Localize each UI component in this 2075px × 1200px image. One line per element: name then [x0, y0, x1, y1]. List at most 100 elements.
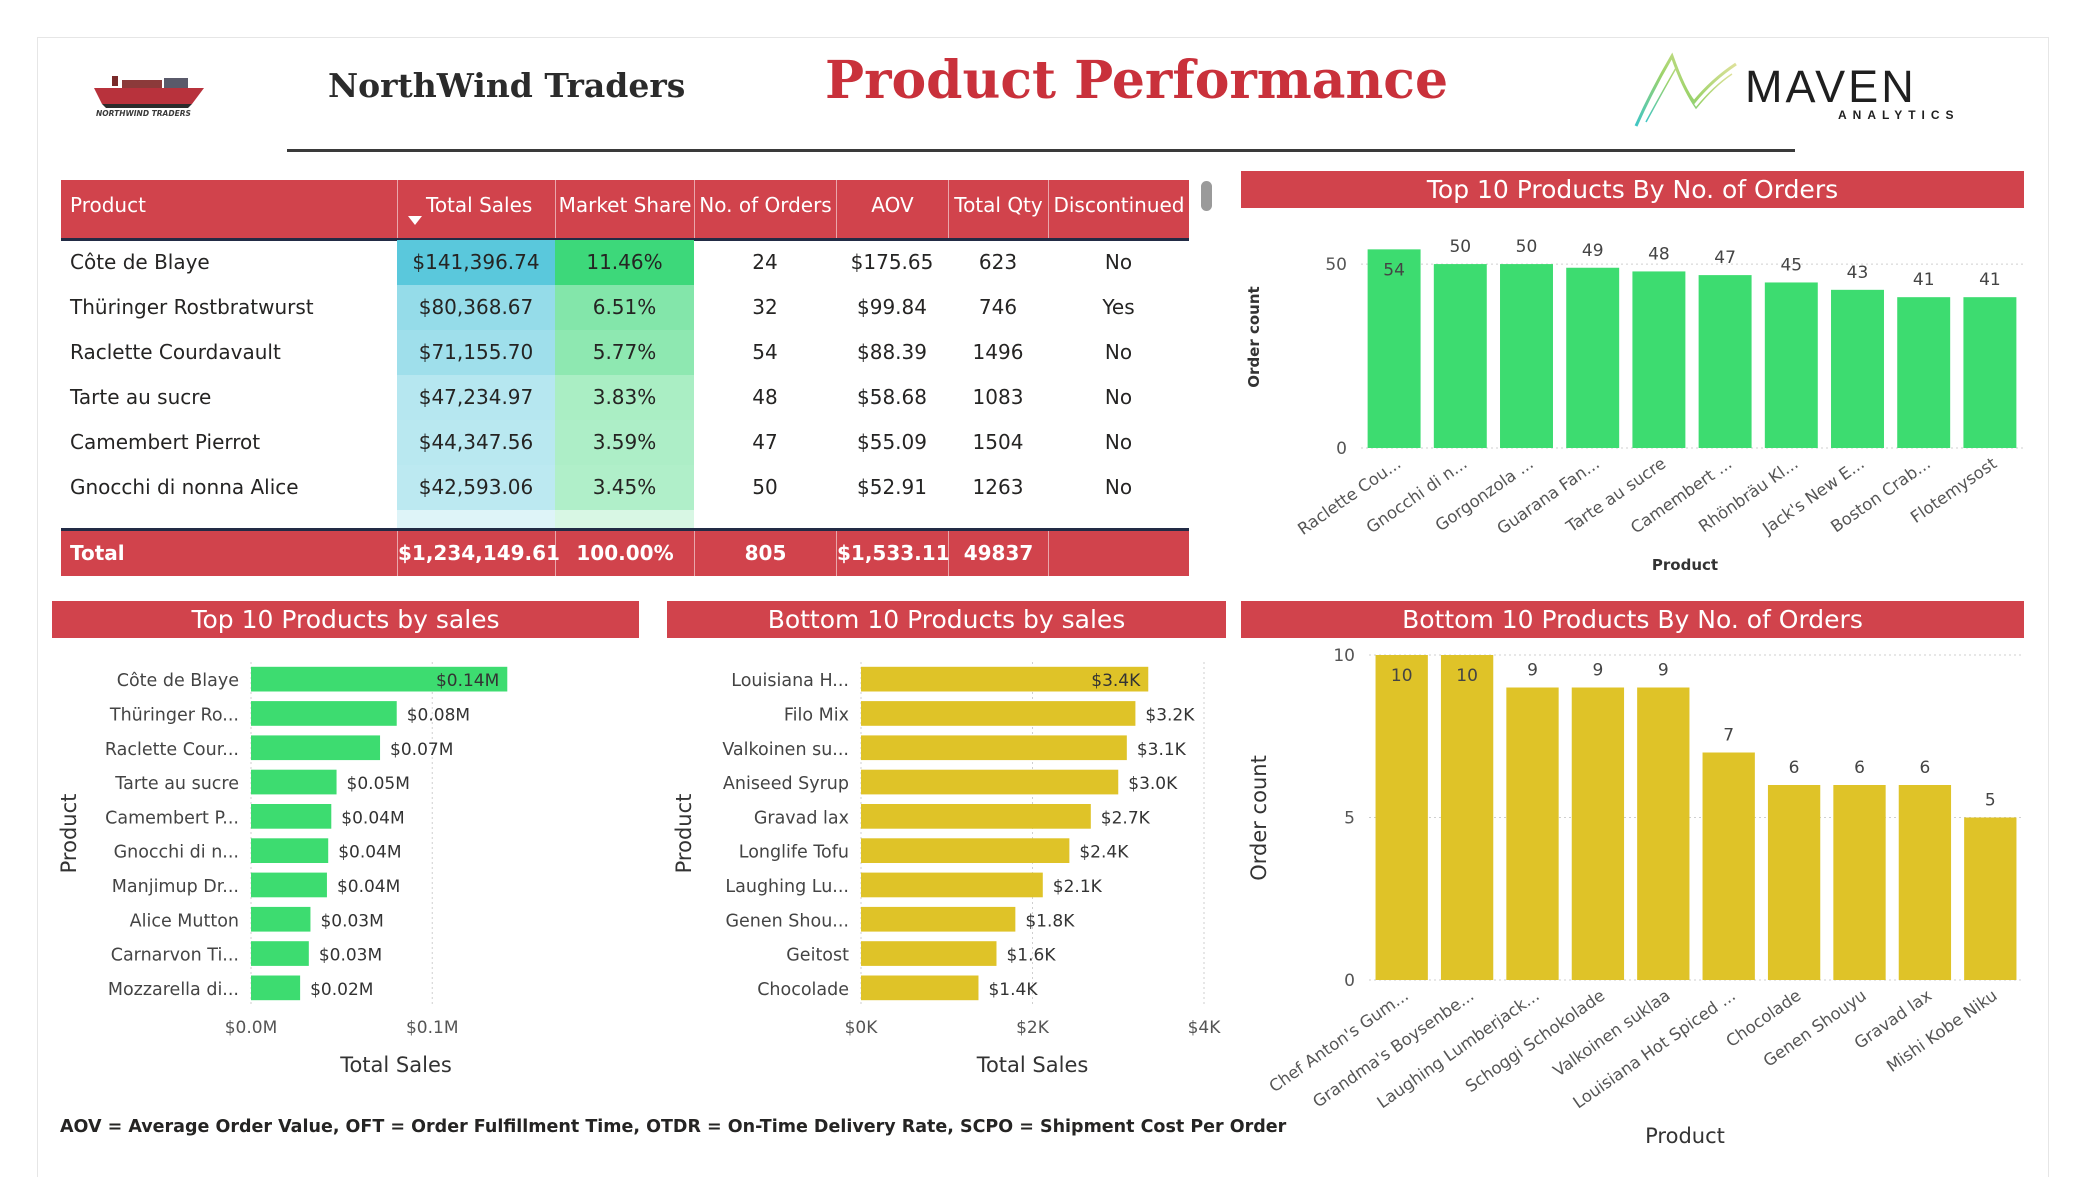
- y-axis-title: Order count: [1247, 755, 1271, 881]
- sort-descending-icon[interactable]: [408, 216, 422, 226]
- x-tick-label: $0K: [845, 1018, 879, 1038]
- aov-cell: $55.09: [857, 430, 927, 454]
- table-row[interactable]: Camembert Pierrot $44,347.56 3.59% 47 $55.09…: [61, 420, 1189, 465]
- bar[interactable]: [1440, 655, 1494, 980]
- bar[interactable]: [1367, 249, 1421, 448]
- bar[interactable]: [251, 769, 337, 795]
- data-label: 9: [1527, 661, 1538, 681]
- bottom10-sales-chart: $0K $2K $4K $3.4K Louisiana H... $3.2K Filo Mi…: [672, 662, 1222, 1077]
- column-header-total-qty[interactable]: Total Qty: [948, 180, 1048, 238]
- bar[interactable]: [1963, 297, 2017, 448]
- column-header-aov[interactable]: AOV: [836, 180, 948, 238]
- bar[interactable]: [251, 701, 397, 726]
- market-share-cell: 11.46%: [555, 240, 694, 285]
- brand-name: NorthWind Traders: [328, 66, 686, 105]
- table-row[interactable]: Côte de Blaye $141,396.74 11.46% 24 $175.65 6…: [61, 240, 1189, 285]
- column-header-discontinued[interactable]: Discontinued: [1048, 180, 1189, 238]
- bar[interactable]: [1833, 785, 1886, 980]
- bar[interactable]: [861, 838, 1070, 863]
- aov-cell: $175.65: [850, 250, 934, 274]
- bar[interactable]: [861, 769, 1119, 795]
- x-tick-label: $4K: [1188, 1018, 1222, 1038]
- column-header-total-sales[interactable]: Total Sales: [397, 180, 555, 238]
- column-header-product[interactable]: Product: [70, 193, 146, 217]
- market-share-cell: 3.59%: [555, 420, 694, 465]
- bar[interactable]: [861, 735, 1127, 761]
- data-label: $0.08M: [407, 705, 470, 725]
- bar[interactable]: [251, 872, 327, 898]
- bar[interactable]: [251, 941, 309, 966]
- bar[interactable]: [251, 838, 329, 863]
- table-row[interactable]: Thüringer Rostbratwurst $80,368.67 6.51% 32…: [61, 285, 1189, 330]
- bar[interactable]: [1500, 264, 1553, 448]
- bar[interactable]: [861, 804, 1091, 829]
- product-cell: Tarte au sucre: [70, 385, 212, 409]
- orders-cell: 50: [752, 475, 778, 499]
- data-label: 10: [1456, 666, 1478, 686]
- bar[interactable]: [861, 666, 1149, 692]
- bar[interactable]: [1571, 687, 1625, 981]
- data-label: $1.8K: [1025, 911, 1075, 931]
- bar[interactable]: [1433, 264, 1487, 448]
- data-label: 6: [1789, 758, 1800, 778]
- total-qty-cell: 1263: [972, 475, 1024, 499]
- maven-mark-icon: [1634, 52, 1737, 127]
- y-tick-label: 5: [1344, 809, 1355, 829]
- bar[interactable]: [1764, 282, 1818, 448]
- x-tick-label: Mishi Kobe Niku: [1883, 986, 2000, 1076]
- bar[interactable]: [1637, 687, 1690, 981]
- data-label: 41: [1979, 270, 2001, 290]
- total-sales-cell: $141,396.74: [397, 240, 555, 285]
- y-tick-label: Gnocchi di n...: [114, 843, 239, 863]
- table-row[interactable]: Raclette Courdavault $71,155.70 5.77% 54 $88…: [61, 330, 1189, 375]
- header-divider: [287, 149, 1795, 152]
- table-header: Product Total Sales Market Share No. of …: [61, 180, 1189, 238]
- bar[interactable]: [1897, 297, 1951, 448]
- aov-cell: $99.84: [857, 295, 927, 319]
- bar[interactable]: [251, 735, 381, 761]
- bar[interactable]: [1506, 687, 1559, 981]
- y-tick-label: Filo Mix: [784, 705, 849, 725]
- table-row[interactable]: Gnocchi di nonna Alice $42,593.06 3.45% 50 $…: [61, 465, 1189, 510]
- data-label: 9: [1658, 661, 1669, 681]
- bar[interactable]: [1831, 289, 1884, 448]
- data-label: 5: [1985, 791, 1996, 811]
- bar[interactable]: [251, 666, 508, 692]
- bar[interactable]: [861, 975, 979, 1001]
- data-label: 9: [1592, 661, 1603, 681]
- product-cell: Raclette Courdavault: [70, 340, 281, 364]
- data-label: $2.7K: [1101, 808, 1151, 828]
- bar[interactable]: [1964, 817, 2017, 981]
- x-axis-title: Total Sales: [976, 1053, 1089, 1077]
- data-label: $0.02M: [310, 980, 373, 1000]
- bar[interactable]: [1767, 785, 1821, 980]
- cargo-ship-icon: NORTHWIND TRADERS: [94, 76, 204, 118]
- orders-cell: 48: [752, 385, 778, 409]
- y-tick-label: 0: [1344, 971, 1355, 991]
- bar[interactable]: [861, 872, 1043, 898]
- y-tick-label: Louisiana H...: [731, 671, 849, 691]
- column-header-market-share[interactable]: Market Share: [555, 180, 694, 238]
- table-row[interactable]: Tarte au sucre $47,234.97 3.83% 48 $58.68 108…: [61, 375, 1189, 420]
- bar[interactable]: [861, 906, 1016, 932]
- bar[interactable]: [1702, 752, 1755, 981]
- bar[interactable]: [251, 975, 301, 1001]
- market-share-cell: 3.83%: [555, 375, 694, 420]
- bar[interactable]: [861, 941, 997, 966]
- bar[interactable]: [1698, 275, 1752, 448]
- bar[interactable]: [1566, 267, 1620, 448]
- y-tick-label: Tarte au sucre: [114, 774, 239, 794]
- bar[interactable]: [1632, 271, 1686, 448]
- bar[interactable]: [1375, 655, 1428, 980]
- bar[interactable]: [251, 804, 332, 829]
- column-header-orders[interactable]: No. of Orders: [694, 180, 836, 238]
- bar[interactable]: [861, 701, 1136, 726]
- top10-sales-chart: $0.0M $0.1M $0.14M Côte de Blaye $0.08M Thüri…: [57, 662, 508, 1077]
- bar[interactable]: [251, 906, 311, 932]
- table-scrollbar[interactable]: [1201, 181, 1212, 211]
- data-label: 54: [1383, 260, 1405, 280]
- y-tick-label: Longlife Tofu: [739, 843, 849, 863]
- data-label: $3.4K: [1091, 671, 1141, 691]
- bar[interactable]: [1898, 785, 1952, 980]
- orders-cell: 47: [752, 430, 778, 454]
